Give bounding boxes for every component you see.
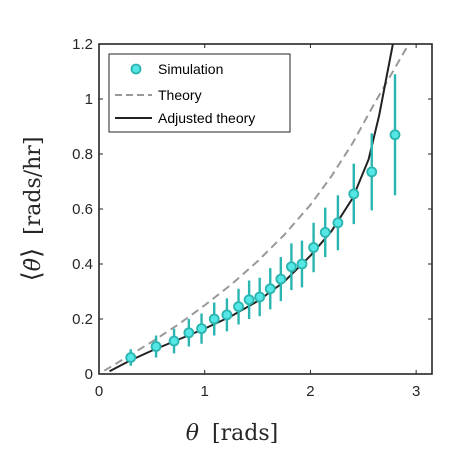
data-point bbox=[196, 323, 207, 335]
data-point bbox=[243, 294, 255, 306]
y-axis-label: ⟨θ̇⟩ [rads/hr] bbox=[17, 137, 47, 282]
y-tick-label: 0.8 bbox=[72, 146, 93, 163]
x-tick-label: 2 bbox=[306, 383, 314, 400]
x-axis-label-unit: [rads] bbox=[212, 421, 278, 446]
y-tick-label: 0.2 bbox=[72, 311, 93, 328]
svg-text:⟨θ̇⟩ [rads/hr]: ⟨θ̇⟩ [rads/hr] bbox=[17, 137, 47, 282]
x-tick-label: 3 bbox=[412, 383, 420, 400]
legend-label-simulation: Simulation bbox=[158, 61, 223, 77]
data-point bbox=[168, 335, 180, 347]
legend-label-theory: Theory bbox=[158, 87, 202, 103]
data-point bbox=[332, 217, 344, 229]
series-layer bbox=[103, 44, 411, 373]
y-axis-label-unit: [rads/hr] bbox=[21, 137, 46, 235]
data-point bbox=[254, 291, 266, 303]
x-tick-label: 0 bbox=[95, 383, 103, 400]
ticks-layer: 0 1 2 3 0 0.2 0.4 0.6 0.8 1 1.2 bbox=[72, 36, 432, 400]
svg-text:θ [rads]: θ [rads] bbox=[186, 421, 278, 446]
x-tick-label: 1 bbox=[201, 383, 209, 400]
data-point bbox=[208, 313, 220, 325]
y-tick-label: 0.4 bbox=[72, 256, 93, 273]
data-point bbox=[275, 273, 287, 285]
x-axis-label-symbol: θ bbox=[186, 421, 199, 446]
data-point bbox=[125, 352, 137, 363]
data-point bbox=[221, 309, 233, 321]
y-tick-label: 0 bbox=[85, 366, 93, 383]
data-point bbox=[296, 258, 308, 270]
data-point bbox=[285, 261, 297, 273]
y-tick-label: 0.6 bbox=[72, 201, 93, 218]
y-tick-label: 1.2 bbox=[72, 36, 93, 53]
data-point bbox=[319, 226, 331, 238]
data-point bbox=[264, 283, 276, 295]
y-tick-label: 1 bbox=[85, 91, 93, 108]
y-axis-label-bracket-open: ⟨ bbox=[17, 271, 47, 281]
legend-label-adjusted-theory: Adjusted theory bbox=[158, 110, 255, 126]
data-point bbox=[348, 188, 360, 200]
data-point bbox=[308, 242, 320, 253]
x-axis-label: θ [rads] bbox=[186, 421, 278, 446]
y-axis-label-bracket-close: ⟩ bbox=[17, 248, 47, 258]
legend: Simulation Theory Adjusted theory bbox=[108, 53, 291, 133]
data-point bbox=[150, 341, 162, 352]
data-point bbox=[183, 327, 195, 339]
data-point bbox=[389, 129, 401, 141]
legend-marker-simulation bbox=[130, 63, 142, 75]
y-axis-label-symbol: θ̇ bbox=[21, 258, 46, 271]
data-point bbox=[366, 166, 378, 178]
data-point bbox=[233, 301, 244, 313]
